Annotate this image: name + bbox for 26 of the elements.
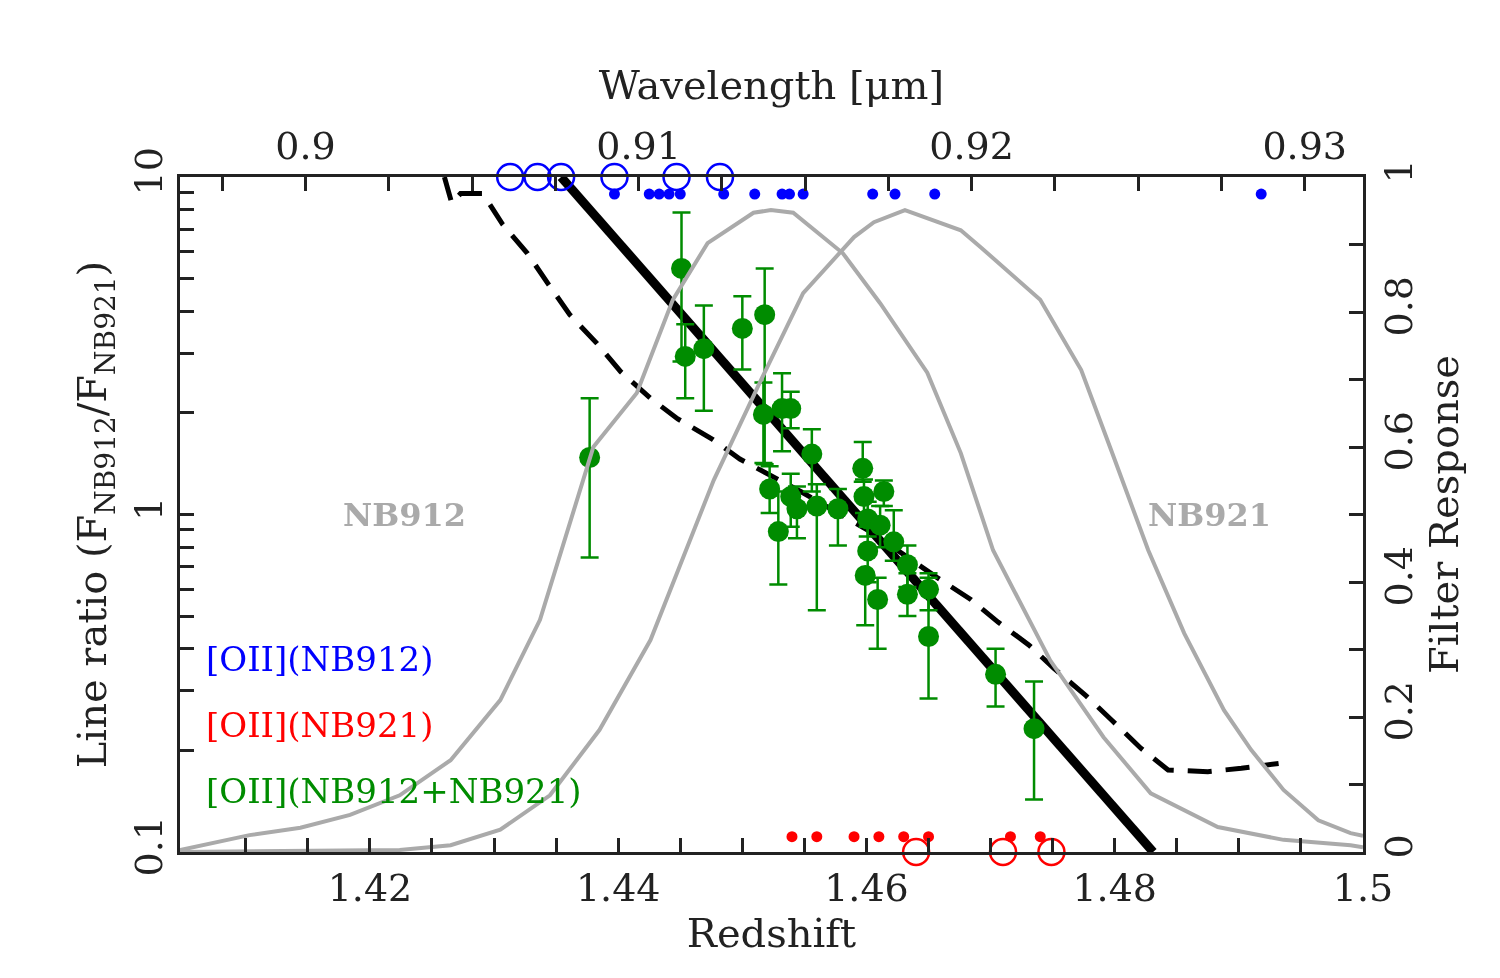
y2-tick-label: 1 (1376, 159, 1421, 184)
annotation: NB921 (1148, 496, 1272, 534)
text: [OII](NB921) (206, 705, 434, 745)
annotation: NB912 (343, 496, 467, 534)
y2-axis-title: Filter Response (1420, 355, 1467, 674)
y-tick-label: 0.1 (126, 816, 171, 877)
y2-tick-label: 0.6 (1376, 411, 1421, 472)
x-tick-label: 1.48 (1072, 865, 1158, 910)
text: [OII](NB912) (206, 639, 434, 679)
x-tick-label: 1.46 (824, 865, 909, 910)
text: [OII](NB912+NB921) (206, 771, 582, 811)
x-tick-label: 1.5 (1332, 865, 1394, 910)
x2-tick-label: 0.92 (929, 123, 1014, 168)
y-tick-label: 10 (126, 147, 171, 196)
x2-tick-label: 0.9 (275, 123, 336, 168)
x2-tick-label: 0.93 (1262, 123, 1348, 168)
y2-tick-label: 0.4 (1376, 546, 1421, 607)
x-tick-label: 1.42 (327, 865, 413, 910)
y2-tick-label: 0 (1376, 834, 1421, 859)
x-tick-label: 1.44 (575, 865, 661, 910)
x2-axis-title: Wavelength [μm] (598, 62, 945, 109)
y-tick-label: 1 (126, 496, 171, 521)
y2-tick-label: 0.8 (1376, 276, 1421, 337)
x2-tick-label: 0.91 (596, 123, 681, 168)
y2-tick-label: 0.2 (1376, 681, 1421, 742)
x-axis-title: Redshift (686, 909, 857, 956)
